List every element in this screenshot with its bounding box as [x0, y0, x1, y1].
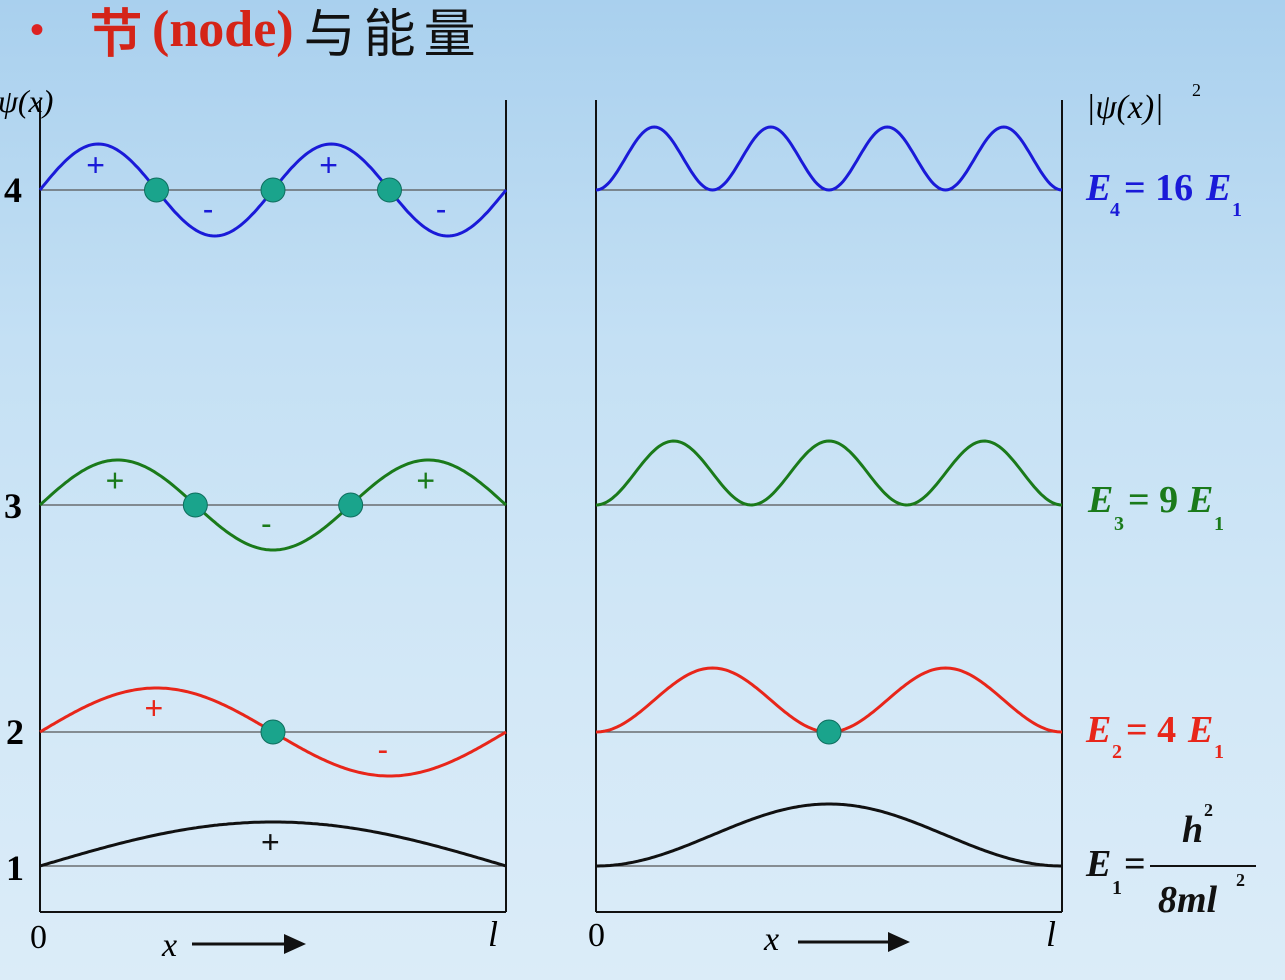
energy-subscript: 1: [1112, 877, 1122, 899]
right-x-origin: 0: [588, 917, 605, 954]
wavefunction-curves: [38, 125, 1063, 868]
energy-subscript: 2: [1112, 741, 1122, 763]
n-label-2: 2: [6, 712, 24, 752]
psi-squared-curve-n3: [595, 439, 1063, 507]
energy-e1-subscript: 1: [1214, 513, 1224, 535]
sign-label-n4: -: [203, 191, 214, 227]
energy-e1-subscript: 1: [1214, 741, 1224, 763]
node-dot-n2: [260, 719, 286, 745]
right-x-var: x: [763, 921, 779, 958]
energy-symbol: E: [1085, 167, 1111, 209]
left-axis-label: ψ(x): [0, 83, 53, 119]
energy-label-2: E 2 = 4 E 1: [1085, 709, 1224, 763]
node-markers: [144, 177, 842, 745]
energy-numerator: h: [1182, 809, 1203, 851]
psi-squared-curve-n1: [596, 802, 1062, 868]
energy-symbol: E: [1087, 479, 1113, 521]
energy-label-3: E 3 = 9 E 1: [1087, 479, 1224, 535]
energy-denominator-exp: 2: [1236, 870, 1245, 890]
sign-label-n3: +: [106, 463, 125, 499]
title-node-word: (node): [152, 0, 294, 58]
energy-label-1: E 1 = h 2 8ml 2: [1085, 800, 1256, 921]
n-label-4: 4: [4, 170, 22, 210]
energy-e1-subscript: 1: [1232, 199, 1242, 221]
energy-subscript: 3: [1114, 513, 1124, 535]
sign-label-n3: -: [261, 505, 272, 541]
slide-title: • 节 (node) 与能量: [30, 0, 484, 64]
energy-equals: =: [1124, 843, 1146, 885]
energy-subscript: 4: [1110, 199, 1120, 221]
psi-curve-n1: [39, 820, 507, 868]
energy-rhs: = 4: [1126, 709, 1176, 751]
energy-baselines: [40, 189, 1062, 867]
left-x-end: l: [488, 914, 498, 954]
bullet: •: [30, 6, 45, 52]
node-dot-n4: [144, 177, 169, 203]
psi-squared-curve-n4: [595, 125, 1063, 192]
right-x-end: l: [1046, 914, 1056, 954]
sign-label-n4: -: [436, 191, 447, 227]
energy-symbol-e1: E: [1187, 479, 1213, 521]
right-axis-label: |ψ(x)|: [1086, 89, 1164, 126]
node-dot-n3: [182, 492, 208, 518]
node-dot-density-n2: [816, 719, 842, 745]
left-x-var: x: [161, 927, 177, 964]
left-x-arrow-head: [284, 934, 306, 954]
energy-symbol-e1: E: [1187, 709, 1213, 751]
sign-label-n1: +: [261, 824, 280, 860]
right-axis-exponent: 2: [1192, 80, 1201, 100]
title-node-prefix: 节: [90, 6, 143, 64]
sign-label-n2: +: [145, 690, 164, 726]
right-axis-label-group: |ψ(x)| 2: [1086, 80, 1201, 126]
n-label-1: 1: [6, 848, 24, 888]
sign-label-n4: +: [86, 147, 105, 183]
sign-label-n4: +: [319, 147, 338, 183]
n-label-3: 3: [4, 486, 22, 526]
energy-numerator-exp: 2: [1204, 800, 1213, 820]
energy-symbol: E: [1085, 709, 1111, 751]
title-suffix: 与能量: [303, 6, 484, 64]
energy-rhs: = 9: [1128, 479, 1178, 521]
node-dot-n4: [260, 177, 286, 203]
energy-label-4: E 4 = 16 E 1: [1085, 167, 1242, 221]
sign-label-n3: +: [416, 463, 435, 499]
node-dot-n3: [338, 492, 364, 518]
right-x-arrow-head: [888, 932, 910, 952]
energy-symbol: E: [1085, 843, 1111, 885]
left-x-origin: 0: [30, 919, 47, 956]
sign-labels: + + - + - + + - + -: [86, 147, 446, 860]
energy-rhs: = 16: [1124, 167, 1193, 209]
node-dot-n4: [377, 177, 402, 203]
sign-label-n2: -: [378, 732, 389, 768]
energy-denominator: 8ml: [1158, 879, 1218, 921]
psi-curve-n3: [38, 458, 508, 552]
energy-symbol-e1: E: [1205, 167, 1231, 209]
